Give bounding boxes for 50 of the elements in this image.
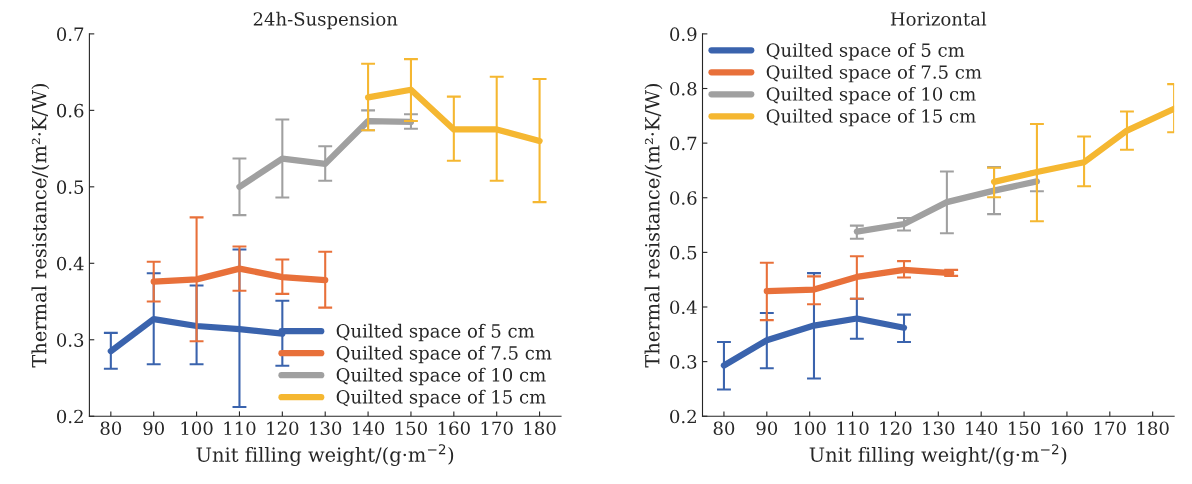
- y-tick-label: 0.3: [670, 355, 697, 369]
- x-tick-label: 130: [310, 421, 342, 436]
- legend-label: Quilted space of 7.5 cm: [336, 345, 552, 364]
- x-tick-label: 120: [267, 421, 299, 436]
- y-tick-label: 0.4: [670, 300, 697, 315]
- y-tick-label: 0.8: [670, 81, 697, 96]
- y-tick-label: 0.7: [57, 27, 84, 41]
- legend-label: Quilted space of 5 cm: [766, 42, 965, 61]
- x-tick-label: 170: [1094, 421, 1126, 436]
- y-tick-label: 0.6: [57, 103, 84, 118]
- x-tick-label: 100: [181, 421, 213, 436]
- x-tick-label: 90: [143, 421, 164, 436]
- x-tick-label: 90: [756, 421, 778, 436]
- legend-label: Quilted space of 5 cm: [336, 323, 535, 342]
- y-tick-label: 0.3: [57, 333, 84, 347]
- x-tick-label: 180: [524, 421, 556, 436]
- x-axis-title: Unit filling weight/(g·m$^{−2}$): [196, 444, 454, 466]
- y-tick-label: 0.5: [670, 245, 697, 260]
- x-tick-label: 80: [100, 421, 122, 436]
- legend-label: Quilted space of 10 cm: [336, 367, 546, 386]
- x-tick-label: 170: [481, 421, 513, 436]
- x-tick-label: 140: [966, 421, 998, 436]
- x-tick-label: 120: [880, 421, 912, 436]
- x-tick-label: 180: [1137, 421, 1169, 436]
- y-axis-title: Thermal resistance/(m²·K/W): [644, 83, 663, 368]
- x-tick-label: 130: [923, 421, 955, 436]
- y-tick-label: 0.9: [670, 27, 697, 41]
- chart-title: Horizontal: [890, 11, 987, 26]
- x-tick-label: 160: [1051, 421, 1083, 436]
- y-tick-label: 0.2: [670, 409, 696, 424]
- y-tick-label: 0.6: [670, 191, 697, 205]
- x-tick-label: 150: [395, 421, 427, 436]
- x-tick-label: 150: [1009, 421, 1041, 436]
- legend-label: Quilted space of 10 cm: [766, 86, 976, 105]
- chart-title: 24h-Suspension: [253, 11, 398, 30]
- x-tick-label: 80: [713, 421, 735, 436]
- y-tick-label: 0.4: [57, 256, 84, 271]
- x-tick-label: 160: [438, 421, 470, 436]
- x-tick-label: 140: [353, 421, 385, 436]
- legend-label: Quilted space of 15 cm: [766, 108, 976, 127]
- y-tick-label: 0.2: [57, 409, 83, 424]
- x-tick-label: 100: [794, 421, 826, 436]
- x-tick-label: 110: [224, 421, 256, 436]
- legend-label: Quilted space of 7.5 cm: [766, 64, 982, 83]
- x-tick-label: 110: [837, 421, 869, 436]
- y-tick-label: 0.7: [670, 136, 697, 151]
- y-axis-title: Thermal resistance/(m²·K/W): [31, 83, 50, 368]
- x-axis-title: Unit filling weight/(g·m$^{−2}$): [809, 444, 1067, 466]
- legend-label: Quilted space of 15 cm: [336, 389, 546, 408]
- y-tick-label: 0.5: [57, 180, 84, 194]
